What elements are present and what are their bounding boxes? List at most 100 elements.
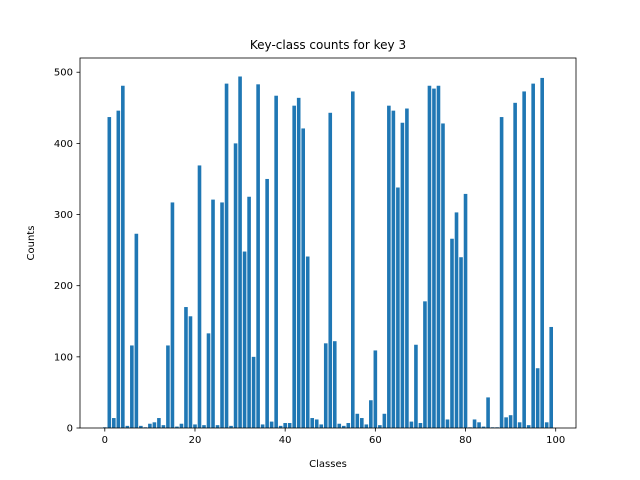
bar-class-34	[256, 84, 260, 429]
bar-class-29	[233, 143, 238, 428]
bar-class-32	[247, 196, 251, 428]
bar-class-51	[332, 341, 337, 428]
bar-class-25	[215, 425, 220, 428]
y-tick-label: 200	[54, 281, 73, 292]
bar-class-69	[414, 344, 418, 428]
bar-class-64	[391, 110, 396, 429]
bar-class-36	[265, 178, 269, 428]
bar-class-47	[314, 419, 319, 428]
bar-class-52	[337, 423, 342, 428]
bar-class-84	[481, 426, 486, 428]
bar-class-96	[535, 368, 540, 428]
bar-class-56	[355, 413, 360, 428]
bar-class-53	[341, 425, 346, 428]
bar-class-14	[166, 345, 170, 428]
bar-class-60	[373, 350, 378, 428]
bar-class-17	[179, 423, 184, 428]
bar-class-24	[211, 199, 215, 428]
bar-class-72	[427, 85, 432, 428]
bar-class-21	[197, 165, 202, 428]
bar-class-83	[477, 422, 481, 428]
bar-class-62	[382, 413, 387, 428]
bars-group	[102, 76, 554, 429]
bar-class-95	[531, 83, 535, 428]
bar-class-77	[450, 238, 454, 428]
x-tick-label: 60	[369, 435, 382, 446]
bar-class-42	[292, 105, 296, 428]
bar-class-75	[441, 123, 445, 428]
bar-class-43	[296, 97, 301, 428]
x-tick-label: 100	[546, 435, 565, 446]
bar-class-44	[301, 128, 306, 428]
x-axis-label: Classes	[309, 459, 347, 470]
bar-class-98	[544, 422, 549, 428]
bar-class-91	[513, 102, 517, 429]
bar-class-41	[287, 423, 292, 428]
bar-class-30	[238, 76, 242, 428]
y-tick-label: 100	[54, 352, 73, 363]
bar-class-26	[220, 202, 224, 428]
bar-class-16	[175, 426, 179, 428]
y-tick-label: 400	[54, 139, 73, 150]
bar-class-70	[418, 423, 423, 428]
bar-class-50	[328, 112, 333, 429]
bar-class-67	[405, 108, 409, 429]
bar-class-20	[193, 424, 197, 428]
bar-class-90	[508, 415, 513, 428]
bar-class-38	[274, 95, 278, 428]
bar-class-92	[517, 422, 522, 428]
y-tick-label: 0	[67, 424, 73, 435]
bar-class-10	[148, 423, 152, 428]
bar-class-65	[396, 187, 400, 428]
bar-class-80	[463, 193, 468, 428]
bar-class-66	[400, 122, 405, 428]
bar-class-4	[121, 85, 125, 428]
bar-class-3	[116, 110, 121, 429]
bar-class-37	[269, 421, 274, 428]
bar-class-59	[369, 400, 373, 428]
x-tick-label: 80	[459, 435, 472, 446]
bar-class-2	[112, 418, 116, 428]
x-tick-label: 40	[279, 435, 292, 446]
bar-class-15	[170, 202, 175, 428]
chart-title: Key-class counts for key 3	[250, 38, 406, 52]
bar-class-11	[152, 422, 157, 428]
bar-class-61	[378, 425, 382, 428]
bar-class-93	[522, 91, 526, 428]
x-tick-label: 0	[102, 435, 108, 446]
bar-class-7	[134, 233, 139, 428]
y-tick-label: 500	[54, 68, 73, 79]
bar-class-27	[224, 83, 229, 428]
x-axis-ticks: 0 20 40 60 80 100	[102, 428, 565, 446]
bar-class-22	[202, 425, 206, 428]
bar-class-8	[139, 425, 143, 428]
y-tick-label: 300	[54, 210, 73, 221]
bar-class-35	[260, 424, 265, 428]
bar-class-28	[229, 425, 233, 428]
x-tick-label: 20	[189, 435, 202, 446]
bar-class-40	[283, 423, 287, 428]
bar-class-49	[323, 343, 328, 428]
bar-class-12	[157, 418, 161, 428]
bar-class-45	[305, 256, 310, 428]
bar-class-57	[360, 418, 364, 428]
bar-class-88	[499, 117, 504, 429]
bar-class-54	[346, 423, 351, 428]
bar-class-23	[206, 333, 211, 428]
bar-class-63	[387, 105, 391, 428]
bar-class-5	[125, 425, 130, 428]
bar-class-89	[504, 417, 508, 428]
bar-class-97	[540, 77, 544, 428]
bar-class-71	[423, 301, 427, 428]
bar-class-18	[184, 307, 188, 428]
bar-class-73	[432, 88, 436, 428]
bar-class-55	[350, 91, 355, 428]
bar-class-46	[310, 418, 315, 428]
bar-class-76	[445, 419, 450, 428]
bar-class-33	[251, 356, 256, 428]
bar-class-48	[319, 424, 324, 428]
plot-frame	[79, 57, 577, 429]
bar-class-79	[459, 257, 463, 428]
bar-class-39	[278, 425, 283, 428]
